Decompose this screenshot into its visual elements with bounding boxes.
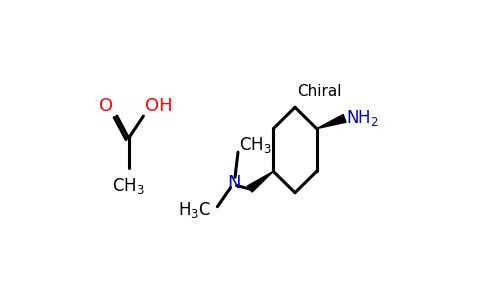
Text: H$_3$C: H$_3$C [178,200,212,220]
Text: N: N [227,174,241,192]
Text: CH$_3$: CH$_3$ [240,135,272,155]
Text: OH: OH [145,97,172,115]
Text: NH$_2$: NH$_2$ [347,108,379,128]
Polygon shape [317,115,346,129]
Text: Chiral: Chiral [297,84,342,99]
Polygon shape [247,171,273,192]
Text: O: O [99,97,113,115]
Text: CH$_3$: CH$_3$ [112,176,145,196]
